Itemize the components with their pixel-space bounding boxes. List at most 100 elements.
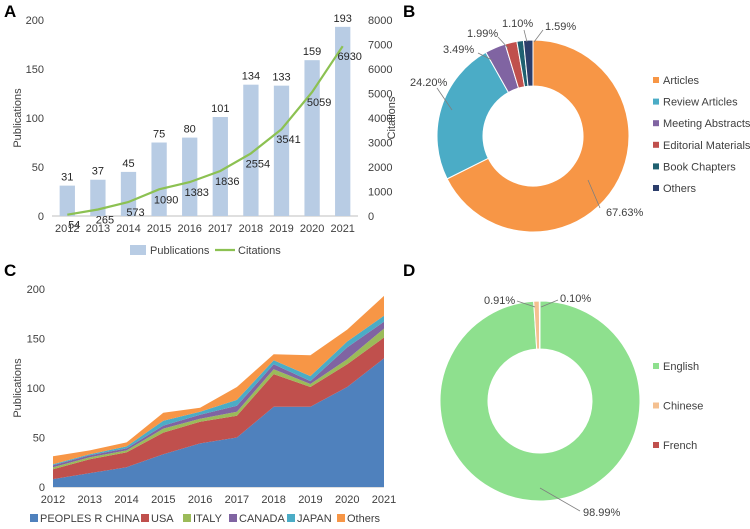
x-tick-label: 2021: [330, 223, 354, 235]
panel-d-donut-chart: D 98.99% 0.91% 0.10% English Chinese French: [403, 261, 703, 519]
bar-value-label: 37: [92, 166, 104, 178]
legend-swatch: [141, 514, 149, 522]
legend-label: Others: [663, 183, 697, 195]
legend-label: USA: [151, 513, 174, 524]
panel-a-bar-line-chart: A050100150200010002000300040005000600070…: [4, 2, 398, 257]
bar-publications: [335, 26, 351, 216]
leader-line: [539, 487, 581, 512]
y-tick-label: 50: [32, 162, 44, 174]
legend-label: Citations: [238, 245, 281, 257]
leader-line: [436, 87, 453, 111]
legend-swatch: [337, 514, 345, 522]
y2-axis-title: Citations: [386, 96, 398, 139]
x-tick-label: 2016: [177, 223, 201, 235]
legend-label: Editorial Materials: [663, 140, 750, 152]
leader-line: [533, 29, 544, 43]
line-value-label: 2554: [246, 158, 270, 170]
x-tick-label: 2016: [188, 494, 212, 506]
legend-label: Book Chapters: [663, 161, 736, 173]
x-tick-label: 2013: [86, 223, 110, 235]
bar-publications: [304, 60, 320, 217]
y2-tick-label: 8000: [368, 15, 392, 27]
y2-tick-label: 4000: [368, 113, 392, 125]
donut-slice: [538, 300, 541, 350]
x-tick-label: 2020: [335, 494, 359, 506]
x-tick-label: 2012: [55, 223, 79, 235]
donut-slice: [446, 39, 630, 233]
x-tick-label: 2021: [372, 494, 396, 506]
legend-swatch: [653, 98, 659, 105]
bar-value-label: 80: [184, 124, 196, 136]
y-tick-label: 200: [26, 15, 44, 27]
line-value-label: 573: [126, 207, 144, 219]
panel-label-d: D: [403, 261, 415, 280]
line-value-label: 54: [68, 220, 80, 232]
y-tick-label: 150: [26, 64, 44, 76]
bar-publications: [273, 85, 290, 216]
y-axis-title: Publications: [12, 88, 24, 148]
legend-swatch: [183, 514, 191, 522]
legend-swatch: [653, 363, 659, 369]
y-tick-label: 100: [26, 113, 44, 125]
slice-percent-label: 1.59%: [545, 21, 576, 33]
y2-tick-label: 1000: [368, 187, 392, 199]
legend-swatch-publications: [130, 245, 146, 255]
bar-publications: [243, 84, 259, 217]
x-tick-label: 2018: [261, 494, 285, 506]
line-value-label: 5059: [307, 97, 331, 109]
x-tick-label: 2017: [225, 494, 249, 506]
citations-line: [67, 45, 344, 216]
x-tick-label: 2014: [114, 494, 138, 506]
leader-line: [477, 52, 493, 61]
leader-line: [523, 29, 528, 43]
line-value-label: 3541: [276, 134, 300, 146]
slice-percent-label: 0.10%: [560, 293, 591, 305]
x-tick-label: 2014: [116, 223, 140, 235]
legend-swatch: [653, 402, 659, 409]
line-value-label: 6930: [337, 51, 361, 63]
legend-label: Others: [347, 513, 381, 524]
legend-label: Publications: [150, 245, 210, 257]
y-tick-label: 0: [38, 211, 44, 223]
legend-swatch: [287, 514, 295, 522]
legend-label: Chinese: [663, 401, 703, 413]
y-tick-label: 150: [27, 334, 45, 346]
y-tick-label: 200: [27, 284, 45, 296]
legend-label: CANADA: [239, 513, 286, 524]
legend-label: English: [663, 361, 699, 373]
slice-percent-label: 1.99%: [467, 28, 498, 40]
line-value-label: 1383: [184, 187, 208, 199]
legend-swatch: [653, 163, 659, 170]
y-axis-title: Publications: [12, 358, 24, 418]
x-tick-label: 2013: [78, 494, 102, 506]
area-series: [53, 358, 384, 487]
legend-swatch: [653, 141, 659, 148]
leader-line: [497, 36, 509, 49]
legend-label: French: [663, 440, 697, 452]
panel-label-c: C: [4, 261, 16, 280]
leader-line: [587, 179, 601, 209]
x-tick-label: 2019: [269, 223, 293, 235]
line-value-label: 1836: [215, 176, 239, 188]
bar-value-label: 134: [242, 71, 260, 83]
bar-value-label: 101: [211, 103, 229, 115]
slice-percent-label: 1.10%: [502, 18, 533, 30]
legend-swatch: [653, 120, 659, 127]
bar-publications: [120, 171, 137, 216]
y2-tick-label: 3000: [368, 138, 392, 150]
panel-c-stacked-area-chart: C 0 50 100 150 200 2012 2013 2014 2015 2016 2017 201…: [4, 261, 396, 525]
donut-slice: [436, 51, 510, 180]
legend-swatch: [229, 514, 237, 522]
y-tick-label: 50: [33, 433, 45, 445]
x-tick-label: 2015: [147, 223, 171, 235]
area-series: [53, 337, 384, 480]
bar-value-label: 159: [303, 46, 321, 58]
y-tick-label: 100: [27, 383, 45, 395]
y2-tick-label: 2000: [368, 162, 392, 174]
y2-tick-label: 0: [368, 211, 374, 223]
legend-label: PEOPLES R CHINA: [40, 513, 140, 524]
y2-tick-label: 7000: [368, 40, 392, 52]
legend-swatch: [653, 77, 659, 83]
panel-label-b: B: [403, 2, 415, 21]
slice-percent-label: 3.49%: [443, 44, 474, 56]
